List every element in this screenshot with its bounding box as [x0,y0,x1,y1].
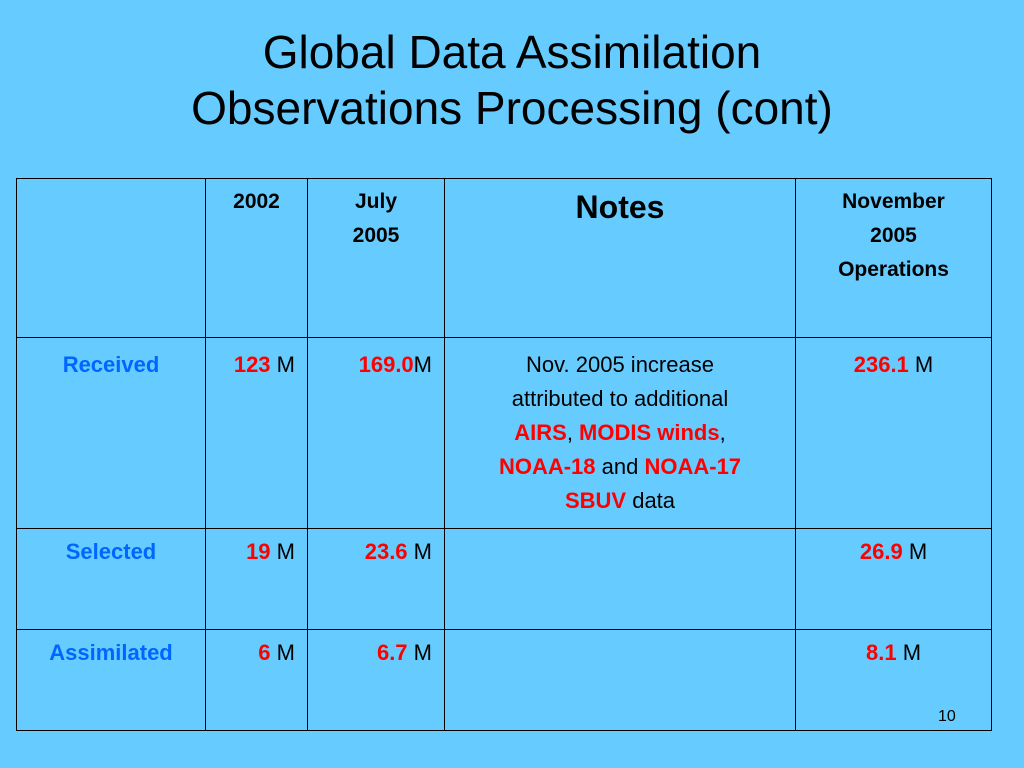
notes-and: and [595,454,645,479]
row-label-assimilated: Assimilated [16,629,206,731]
slide-title-line1: Global Data Assimilation [262,26,762,78]
unit-label: M [413,640,432,665]
row-label-received: Received [16,337,206,529]
notes-noaa18: NOAA-18 [498,454,596,479]
header-notes: Notes [444,178,796,338]
header-notes-label: Notes [575,189,665,225]
assimilated-nov-value: 8.1 [865,640,897,665]
received-2002-value: 123 [233,352,271,377]
notes-line5: SBUV data [451,484,789,518]
assimilated-2002-value: 6 [258,640,271,665]
received-notes: Nov. 2005 increase attributed to additio… [444,337,796,529]
header-2002-label: 2002 [233,190,280,213]
unit-label: M [413,539,432,564]
received-november-2005: 236.1 M [795,337,992,529]
assimilated-july-value: 6.7 [376,640,408,665]
header-july-2005: July 2005 [307,178,445,338]
assimilated-2002: 6 M [205,629,308,731]
notes-line1: Nov. 2005 increase [526,352,714,377]
notes-line3: AIRS, MODIS winds, [451,416,789,450]
unit-label: M [276,640,295,665]
selected-2002: 19 M [205,528,308,630]
slide-title-line2: Observations Processing (cont) [191,82,833,134]
assimilated-july-2005: 6.7 M [307,629,445,731]
slide-title: Global Data Assimilation Observations Pr… [0,24,1024,136]
notes-noaa17: NOAA-17 [644,454,742,479]
header-july-line2: 2005 [352,224,400,247]
selected-nov-value: 26.9 [859,539,903,564]
notes-comma2: , [719,420,726,445]
row-label-selected: Selected [16,528,206,630]
selected-2002-value: 19 [246,539,271,564]
unit-label: M [908,539,928,564]
unit-label: M [413,352,432,377]
unit-label: M [276,352,295,377]
notes-line4: NOAA-18 and NOAA-17 [451,450,789,484]
selected-july-2005: 23.6 M [307,528,445,630]
assimilated-november-2005: 8.1 M [795,629,992,731]
page-number: 10 [938,708,956,725]
header-july-line1: July [354,190,398,213]
header-nov-line1: November [842,190,945,213]
unit-label: M [914,352,934,377]
header-blank-cell [16,178,206,338]
table-row-selected: Selected 19 M 23.6 M 26.9 M [16,528,992,630]
unit-label: M [902,640,922,665]
assimilated-notes [444,629,796,731]
table-row-received: Received 123 M 169.0M Nov. 2005 increase… [16,337,992,529]
received-2002: 123 M [205,337,308,529]
received-july-value: 169.0 [358,352,414,377]
header-2002: 2002 [205,178,308,338]
header-nov-line2: 2005 [870,224,917,247]
unit-label: M [276,539,295,564]
notes-comma1: , [566,420,580,445]
selected-july-value: 23.6 [364,539,408,564]
notes-modis: MODIS winds [579,420,720,445]
received-july-2005: 169.0M [307,337,445,529]
selected-november-2005: 26.9 M [795,528,992,630]
received-nov-value: 236.1 [853,352,909,377]
selected-notes [444,528,796,630]
header-row: 2002 July 2005 Notes November 2005 Opera… [16,178,992,338]
header-nov-line3: Operations [838,258,949,281]
notes-line2: attributed to additional [511,386,729,411]
notes-sbuv: SBUV [564,488,627,513]
header-november-2005: November 2005 Operations [795,178,992,338]
notes-data: data [626,488,676,513]
observations-table: 2002 July 2005 Notes November 2005 Opera… [16,178,992,731]
table-row-assimilated: Assimilated 6 M 6.7 M 8.1 M [16,629,992,731]
notes-airs: AIRS [514,420,567,445]
